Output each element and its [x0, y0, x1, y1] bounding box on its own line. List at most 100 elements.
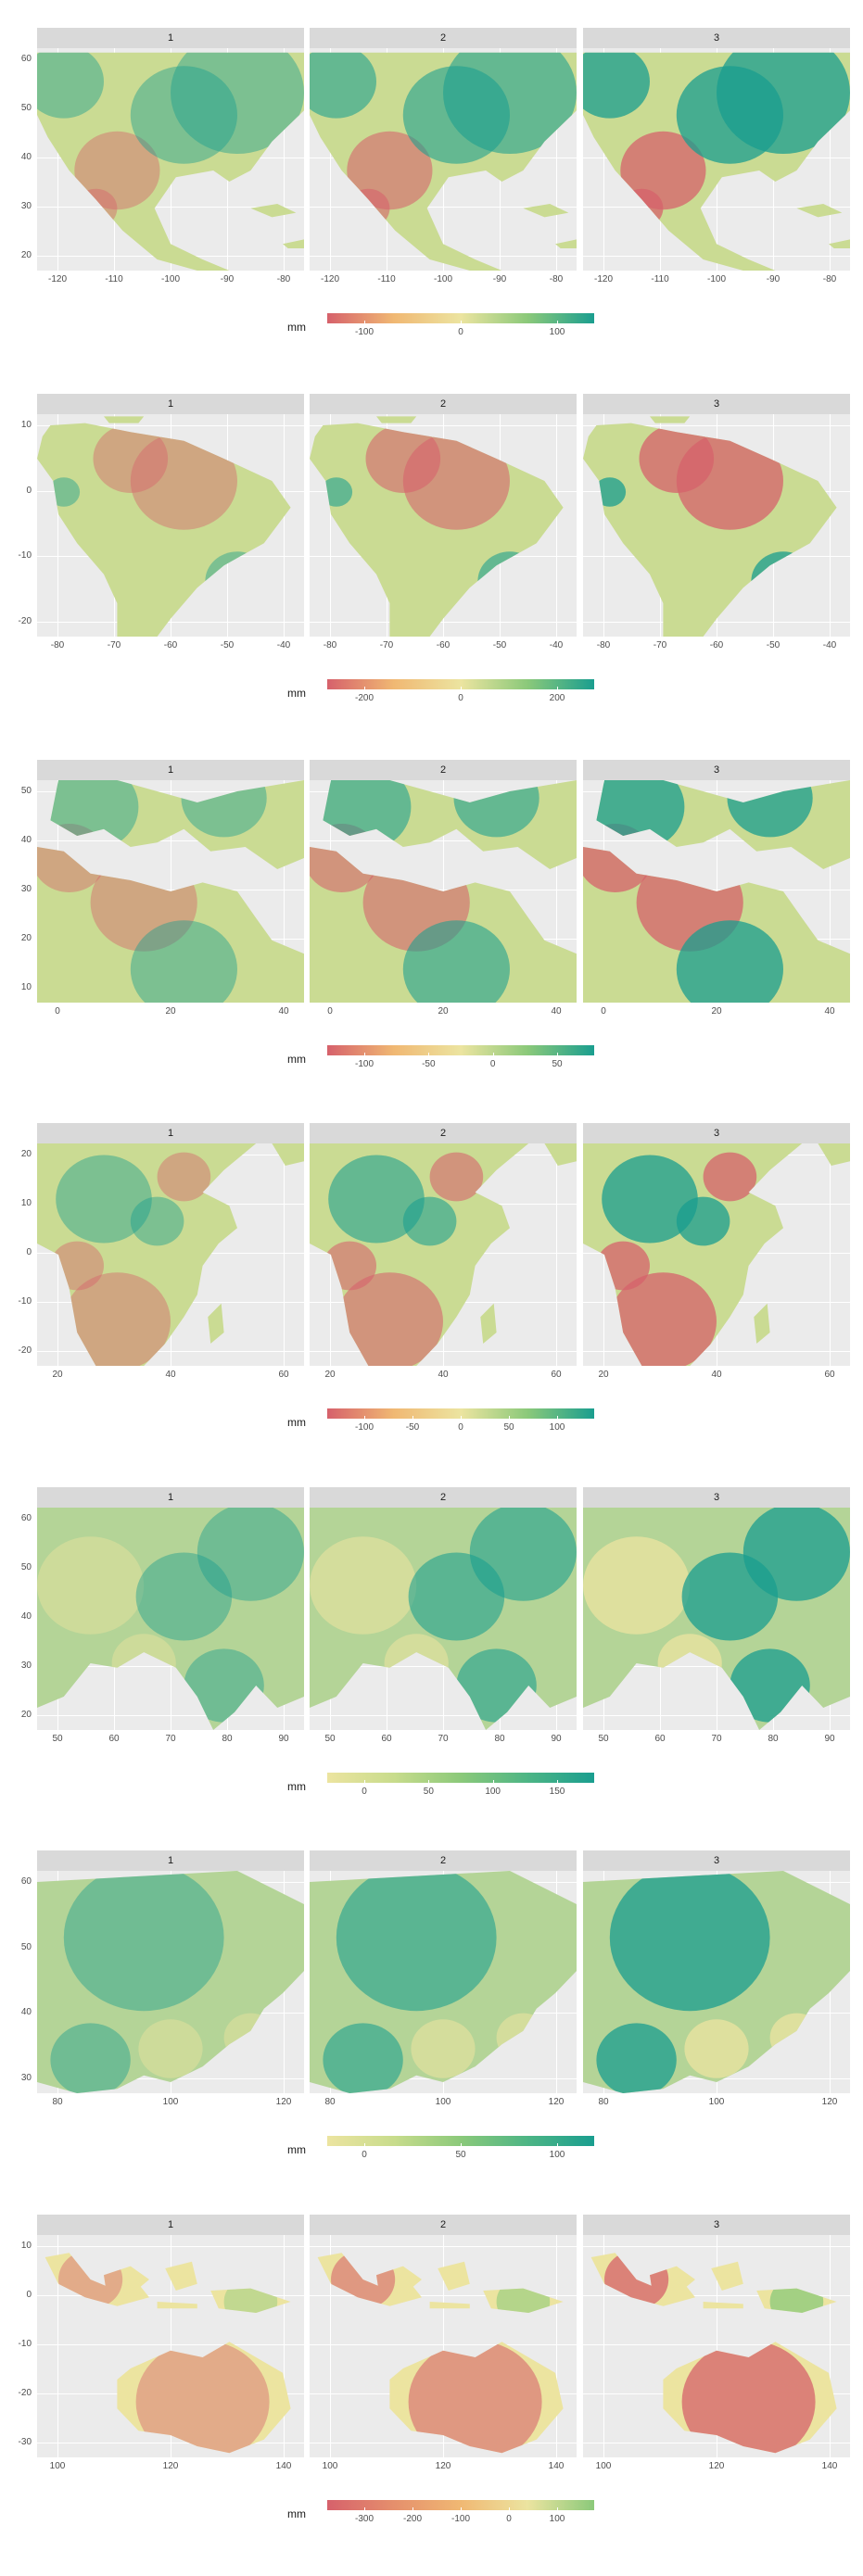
wetting-region	[402, 920, 510, 1003]
wetting-region	[402, 1196, 457, 1246]
figure-east-asia-siberia: 60 50 40 30 1 80 100 120 2 80 100 120 3 80 100 120 mm 0 50…	[0, 1850, 863, 2212]
gridline-horizontal	[310, 791, 577, 792]
drying-region	[58, 2253, 123, 2309]
wetting-region	[171, 52, 304, 154]
x-tick-label: -50	[220, 640, 235, 650]
drying-region	[111, 1634, 176, 1693]
precipitation-change-map	[37, 1871, 304, 2093]
legend-tick	[557, 321, 558, 323]
x-tick-label: -90	[492, 274, 507, 284]
wetting-region	[181, 780, 267, 838]
gridline-vertical	[284, 48, 285, 271]
x-tick-label: -90	[766, 274, 781, 284]
legend-tick-label: 50	[503, 1422, 514, 1433]
wetting-region	[130, 1196, 184, 1246]
map-panel	[310, 2235, 577, 2457]
x-tick-label: 100	[435, 2097, 451, 2107]
drying-region	[583, 1536, 691, 1635]
y-tick-label: 10	[20, 2241, 32, 2251]
wetting-region	[583, 52, 650, 119]
drying-region	[135, 2341, 270, 2454]
x-tick-label: 120	[708, 2461, 725, 2471]
map-panel	[37, 1871, 304, 2093]
map-panel	[583, 2235, 850, 2457]
legend-tick-label: 0	[362, 2150, 367, 2160]
x-tick-label: 40	[711, 1370, 722, 1380]
x-tick-label: -80	[549, 274, 564, 284]
x-tick-label: -120	[593, 274, 613, 284]
wetting-region	[323, 2023, 403, 2093]
legend-colorbar	[327, 2136, 594, 2146]
y-tick-label: -10	[18, 550, 32, 562]
x-tick-label: 120	[435, 2461, 451, 2471]
legend-tick	[557, 1053, 558, 1055]
drying-region	[384, 1634, 449, 1693]
y-tick-label: 0	[26, 485, 32, 496]
x-tick-label: 100	[49, 2461, 66, 2471]
y-tick-label: 50	[20, 103, 32, 113]
x-tick-label: 120	[821, 2097, 838, 2107]
x-tick-label: 0	[55, 1006, 60, 1017]
legend-tick-label: 100	[485, 1787, 501, 1797]
wetting-region	[135, 1552, 233, 1641]
facet-strip-label: 3	[583, 1487, 850, 1508]
x-tick-label: 60	[654, 1734, 666, 1744]
legend-tick-label: 50	[552, 1059, 563, 1069]
map-panel	[583, 414, 850, 637]
legend-tick	[557, 1416, 558, 1419]
gridline-horizontal	[37, 622, 304, 623]
wetting-region	[730, 1648, 810, 1723]
x-tick-label: 120	[275, 2097, 292, 2107]
wetting-region	[596, 2023, 677, 2093]
precipitation-change-map	[37, 1143, 304, 1366]
legend-tick-label: 50	[423, 1787, 434, 1797]
wetting-region	[676, 1196, 730, 1246]
gridline-horizontal	[37, 2295, 304, 2296]
drying-region	[639, 424, 715, 493]
facet-strip-label: 3	[583, 2215, 850, 2235]
figure-maritime-asia-australia: 10 0 -10 -20 -30 1 100 120 140 2 100 120 140 3 100 120 1…	[0, 2215, 863, 2576]
drying-region	[223, 2013, 278, 2063]
x-tick-label: 90	[824, 1734, 835, 1744]
gridline-horizontal	[310, 840, 577, 841]
legend-tick-label: -300	[354, 2514, 374, 2524]
precipitation-change-map	[310, 780, 577, 1003]
legend-tick-label: -200	[402, 2514, 422, 2524]
wetting-region	[314, 780, 412, 852]
x-tick-label: 120	[548, 2097, 565, 2107]
map-panel	[583, 48, 850, 271]
drying-region	[365, 424, 441, 493]
y-tick-label: 50	[20, 1941, 32, 1952]
figure-north-america: 60 50 40 30 20 1 -120 -110 -100 -90 -80 2 -120 -110 -1…	[0, 28, 863, 389]
x-tick-label: -60	[436, 640, 451, 650]
x-tick-label: -70	[379, 640, 394, 650]
x-tick-label: -80	[822, 274, 837, 284]
wetting-region	[456, 1648, 537, 1723]
x-tick-label: 60	[278, 1370, 289, 1380]
facet-strip-label: 3	[583, 394, 850, 414]
legend-tick	[492, 1053, 494, 1055]
x-tick-label: -50	[766, 640, 781, 650]
y-tick-label: 40	[20, 2007, 32, 2018]
x-tick-label: 40	[165, 1370, 176, 1380]
x-tick-label: 20	[598, 1370, 609, 1380]
drying-region	[496, 2013, 551, 2063]
legend-tick-label: -100	[354, 1059, 374, 1069]
y-tick-label: 30	[20, 2073, 32, 2083]
drying-region	[411, 2019, 476, 2078]
x-tick-label: -100	[160, 274, 180, 284]
map-panel	[37, 1143, 304, 1366]
map-panel	[310, 414, 577, 637]
facet-strip-label: 1	[37, 28, 304, 48]
x-tick-label: 40	[438, 1370, 449, 1380]
wetting-region	[751, 551, 816, 611]
legend-tick	[364, 1416, 365, 1419]
wetting-region	[469, 1508, 577, 1601]
y-tick-label: 30	[20, 1661, 32, 1671]
x-tick-label: 50	[324, 1734, 336, 1744]
legend-colorbar	[327, 2500, 594, 2510]
x-tick-label: 90	[551, 1734, 562, 1744]
gridline-vertical	[603, 48, 604, 271]
gridline-horizontal	[583, 1666, 850, 1667]
facet-strip-label: 1	[37, 1487, 304, 1508]
